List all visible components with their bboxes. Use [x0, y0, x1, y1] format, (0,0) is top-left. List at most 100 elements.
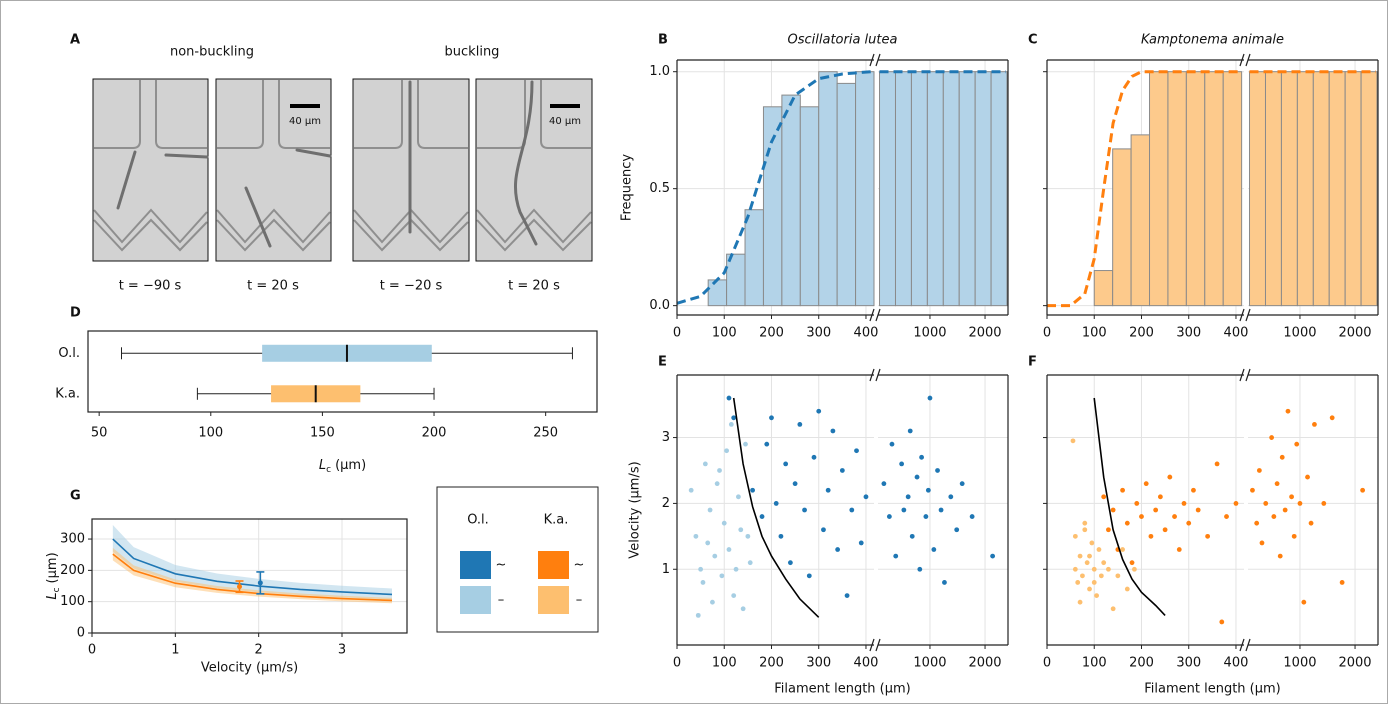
bar [1280, 71, 1298, 307]
x-tick-label: 100 [712, 656, 737, 671]
point [1162, 527, 1168, 533]
y-tick-label: 2 [662, 496, 670, 511]
bar [799, 106, 820, 307]
point [969, 514, 975, 519]
point [1282, 507, 1288, 513]
point [710, 599, 715, 605]
micrographs: 40 μm 40 μm [92, 78, 593, 262]
point [702, 461, 708, 467]
point [1153, 507, 1159, 513]
x-tick-label: 2000 [1338, 326, 1371, 341]
point [724, 448, 730, 454]
x-tick-label: 2 [255, 643, 263, 658]
axis-label-unit: (μm) [45, 552, 60, 583]
point [738, 527, 744, 533]
bar [1360, 71, 1378, 307]
line [112, 538, 393, 596]
legend-symbol: ~ [574, 558, 585, 573]
axis-break [875, 368, 881, 382]
axis-break [869, 53, 875, 67]
point [769, 415, 774, 421]
point [1101, 560, 1107, 566]
axis-break [1245, 368, 1251, 382]
point [1321, 501, 1327, 506]
x-axis-label: Filament length (μm) [1144, 682, 1281, 697]
y-tick-label: K.a. [55, 386, 80, 401]
panel-label: G [70, 489, 81, 504]
bar [1222, 71, 1243, 307]
x-axis-label: Filament length (μm) [774, 682, 911, 697]
x-tick-label: 1000 [1283, 326, 1316, 341]
point [721, 520, 727, 526]
point [893, 553, 899, 559]
frame-time: t = −90 s [119, 279, 182, 294]
point [1134, 501, 1140, 506]
axis-label-subscript: c [52, 587, 62, 592]
y-tick-label: O.l. [58, 346, 80, 361]
point [759, 514, 765, 519]
point [816, 408, 822, 414]
y-tick-label: 1.0 [649, 64, 670, 79]
point [736, 494, 741, 500]
x-tick-label: 300 [806, 326, 831, 341]
x-tick-label: 300 [806, 656, 831, 671]
point [1084, 560, 1090, 566]
bar [974, 71, 992, 307]
axis-label-subscript: c [326, 465, 331, 475]
x-tick-label: 200 [422, 426, 447, 441]
channel-wall [93, 80, 208, 252]
bar [894, 71, 912, 307]
point [1285, 408, 1291, 414]
point [839, 468, 845, 473]
panel-label: D [70, 306, 81, 321]
legend-swatch [460, 551, 491, 579]
legend-swatch [460, 586, 491, 614]
bar [1296, 71, 1314, 307]
group-title: non-buckling [170, 45, 254, 60]
point [1214, 461, 1220, 467]
x-tick-label: 0 [88, 643, 96, 658]
point [1233, 501, 1239, 506]
point [1250, 487, 1255, 493]
fit-curve [676, 70, 871, 305]
axis-break [1239, 368, 1245, 382]
point [743, 441, 748, 447]
point [695, 612, 701, 618]
point [797, 421, 803, 427]
x-tick-label: 200 [1129, 656, 1154, 671]
point [919, 454, 924, 460]
point [783, 461, 789, 467]
x-tick-label: 0 [1043, 326, 1051, 341]
point [854, 448, 859, 454]
y-axis-label: Frequency [620, 154, 635, 221]
point [705, 540, 711, 546]
point [1091, 580, 1097, 585]
axis-break [869, 638, 875, 652]
legend-symbol: – [498, 593, 505, 608]
point [954, 527, 960, 533]
axis-break [1239, 53, 1245, 67]
bar [1185, 71, 1206, 307]
point [1075, 580, 1081, 585]
panel-label: C [1028, 33, 1038, 48]
axis-break [1245, 638, 1251, 652]
point [707, 507, 713, 513]
axis-break [1245, 308, 1251, 322]
y-tick-label: 100 [60, 594, 85, 609]
panel-label: A [70, 33, 80, 48]
chart-title: Kamptonema animale [1141, 33, 1284, 48]
x-axis-label: Velocity (μm/s) [201, 661, 298, 676]
point [1329, 415, 1335, 421]
bar [990, 71, 1008, 307]
point [821, 527, 826, 533]
point [858, 540, 864, 546]
point [1139, 514, 1144, 519]
point [1312, 421, 1317, 427]
point [1110, 507, 1116, 513]
point [787, 560, 793, 566]
channel-wall [353, 80, 469, 252]
point [1205, 533, 1211, 539]
point [1094, 593, 1100, 599]
threshold-curve [1093, 397, 1166, 616]
measured-point [237, 584, 242, 590]
